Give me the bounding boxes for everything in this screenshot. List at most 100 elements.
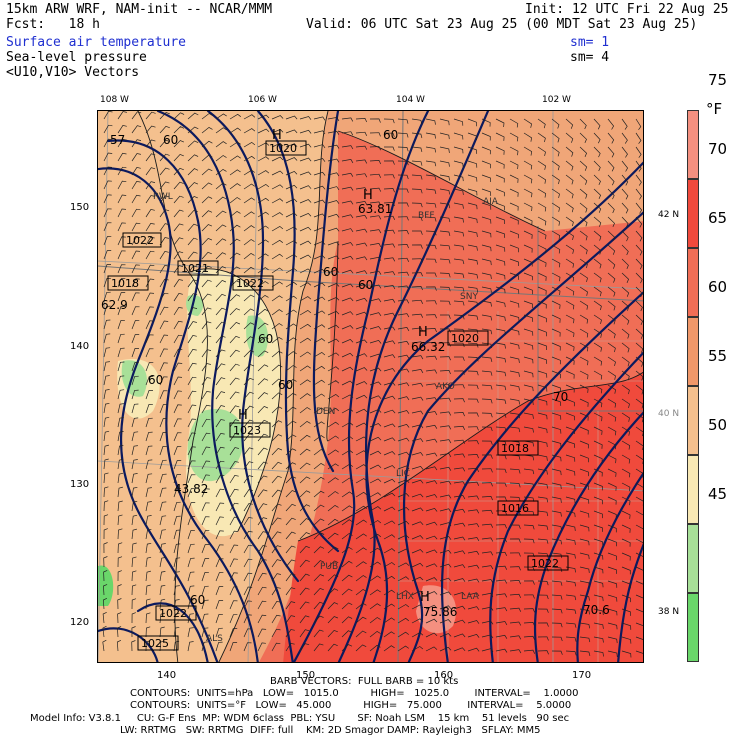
high-marker: H xyxy=(418,325,428,340)
temp-fill-below-45 xyxy=(98,565,114,606)
svg-text:1022: 1022 xyxy=(236,277,264,290)
temp-label: 70.6 xyxy=(583,603,610,617)
temp-label: 60 xyxy=(163,133,178,147)
field-pressure: Sea-level pressure xyxy=(6,50,147,65)
lon-label-106w: 106 W xyxy=(248,95,277,105)
field-pressure-smoothing: sm= 4 xyxy=(570,50,610,65)
pressure-box: 1020 xyxy=(265,140,307,156)
city-label: SNY xyxy=(460,292,478,302)
city-label: RWL xyxy=(153,192,173,202)
county-grid xyxy=(398,311,643,662)
colorbar-label: 55 xyxy=(708,347,728,365)
colorbar-segment xyxy=(687,110,699,179)
pressure-box: 1025 xyxy=(137,635,179,651)
temp-label: 60 xyxy=(258,332,273,346)
temp-label: 57 xyxy=(110,133,125,147)
barb-legend: BARB VECTORS: FULL BARB = 10 kts xyxy=(270,676,459,687)
model-title: 15km ARW WRF, NAM-init -- NCAR/MMM xyxy=(6,2,273,17)
lon-label-108w: 108 W xyxy=(100,95,129,105)
model-info: Model Info: V3.8.1 CU: G-F Ens MP: WDM 6… xyxy=(30,713,570,724)
colorbar-label: 75 xyxy=(708,71,728,89)
field-temperature: Surface air temperature xyxy=(6,35,187,50)
svg-text:1021: 1021 xyxy=(181,262,209,275)
svg-text:1018: 1018 xyxy=(501,442,529,455)
colorbar-label: 65 xyxy=(708,209,728,227)
colorbar-label: 60 xyxy=(708,278,728,296)
svg-text:1020: 1020 xyxy=(451,332,479,345)
colorbar-label: 45 xyxy=(708,485,728,503)
grid-tick-130: 130 xyxy=(70,479,90,490)
lat-label-38n: 38 N xyxy=(658,607,680,617)
svg-text:1023: 1023 xyxy=(233,424,261,437)
temp-label: 75.86 xyxy=(423,605,457,619)
temp-label: 70 xyxy=(553,390,568,404)
lon-label-104w: 104 W xyxy=(396,95,425,105)
city-labels: RWL BFF AIA SNY DEN AKO LIC PUB LHX LAA … xyxy=(153,192,499,644)
svg-text:1022: 1022 xyxy=(159,607,187,620)
pressure-box: 1020 xyxy=(447,330,489,346)
field-temperature-smoothing: sm= 1 xyxy=(570,35,610,50)
wind-barbs xyxy=(102,111,643,658)
city-label: BFF xyxy=(418,211,435,221)
lat-label-40n: 40 N xyxy=(658,409,680,419)
grid-tick-120: 120 xyxy=(70,617,90,628)
temp-label: 63.81 xyxy=(358,202,392,216)
high-marker: H xyxy=(363,188,373,203)
colorbar-segment xyxy=(687,524,699,593)
lon-label-102w: 102 W xyxy=(542,95,571,105)
weather-map: 1020 1022 1021 1018 1022 1020 1018 1016 … xyxy=(97,110,644,663)
city-label: LAA xyxy=(461,592,480,602)
temp-label: 60 xyxy=(383,128,398,142)
colorbar-segment xyxy=(687,593,699,662)
init-time: Init: 12 UTC Fri 22 Aug 25 xyxy=(525,2,729,17)
temp-label: 66.32 xyxy=(411,340,445,354)
pressure-box: 1022 xyxy=(527,555,569,571)
colorbar-label: 70 xyxy=(708,140,728,158)
forecast-hour: Fcst: 18 h xyxy=(6,17,100,32)
pressure-box: 1022 xyxy=(122,232,162,248)
svg-text:1018: 1018 xyxy=(111,277,139,290)
pressure-box: 1023 xyxy=(229,422,271,438)
isobars xyxy=(98,111,643,662)
pressure-box: 1018 xyxy=(497,440,539,456)
temp-contours xyxy=(137,111,643,662)
temp-fill-above-75 xyxy=(416,585,457,634)
temp-label: 60 xyxy=(323,265,338,279)
pressure-box: 1018 xyxy=(107,275,149,291)
lat-label-42n: 42 N xyxy=(658,210,680,220)
svg-text:1016: 1016 xyxy=(501,502,529,515)
field-vectors: <U10,V10> Vectors xyxy=(6,65,140,80)
svg-text:1025: 1025 xyxy=(141,637,169,650)
grid-tick-140: 140 xyxy=(70,341,90,352)
pressure-box: 1022 xyxy=(155,605,197,621)
colorbar-segment xyxy=(687,317,699,386)
high-marker: H xyxy=(238,408,248,423)
valid-time: Valid: 06 UTC Sat 23 Aug 25 (00 MDT Sat … xyxy=(306,17,698,32)
colorbar-segment xyxy=(687,386,699,455)
pressure-box: 1016 xyxy=(497,500,539,516)
high-marker: H xyxy=(420,590,430,605)
grid-tick-b170: 170 xyxy=(572,670,592,681)
contours-pressure: CONTOURS: UNITS=hPa LOW= 1015.0 HIGH= 10… xyxy=(130,688,579,699)
high-markers: H H H H H xyxy=(238,128,430,605)
city-label: PUB xyxy=(320,562,338,572)
contours-temperature: CONTOURS: UNITS=°F LOW= 45.000 HIGH= 75.… xyxy=(130,700,572,711)
city-label: AKO xyxy=(436,382,455,392)
city-label: DEN xyxy=(316,407,335,417)
city-label: LHX xyxy=(396,592,414,602)
city-label: ALS xyxy=(206,634,223,644)
temp-label: 60 xyxy=(148,373,163,387)
svg-text:1020: 1020 xyxy=(269,142,297,155)
grid-tick-150: 150 xyxy=(70,202,90,213)
colorbar-segment xyxy=(687,455,699,524)
map-canvas: 1020 1022 1021 1018 1022 1020 1018 1016 … xyxy=(98,111,643,662)
colorbar-unit: °F xyxy=(706,100,723,118)
city-label: AIA xyxy=(483,197,499,207)
colorbar-label: 50 xyxy=(708,416,728,434)
temp-label: 62.9 xyxy=(101,298,128,312)
colorbar-segment xyxy=(687,179,699,248)
pressure-box: 1021 xyxy=(177,260,219,276)
temp-label: 60 xyxy=(358,278,373,292)
svg-text:1022: 1022 xyxy=(531,557,559,570)
city-label: LIC xyxy=(396,469,410,479)
